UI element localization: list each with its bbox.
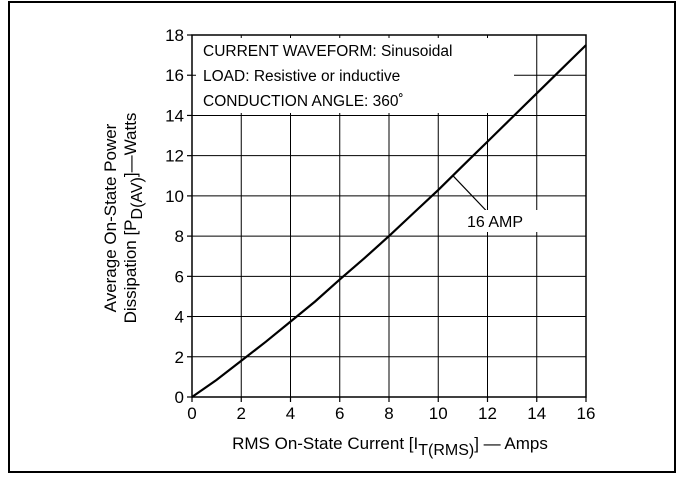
y-axis-label-line1: Average On-State Power [101,123,120,312]
y-axis-label-line2: Dissipation [PD(AV)]—Watts [121,113,146,324]
y-tick-label: 0 [175,388,184,407]
series-line [191,44,587,398]
plot-area-border [191,34,587,398]
series-label: 16 AMP [467,214,523,231]
y-axis-label: Average On-State Power Dissipation [PD(A… [101,113,146,324]
series-label-leader [452,175,488,213]
y-tick-label: 10 [165,187,184,206]
y-tick-labels: 0 2 4 6 8 10 12 14 16 18 [165,26,184,407]
x-tick-label: 6 [335,404,344,423]
y-tick-label: 16 [165,66,184,85]
series-label-bg [464,210,544,232]
x-tick-label: 14 [527,404,546,423]
y-tick-label: 14 [165,106,184,125]
annotation-box: CURRENT WAVEFORM: Sinusoidal LOAD: Resis… [196,38,514,113]
tick-marks [187,34,587,402]
y-tick-label: 12 [165,147,184,166]
y-tick-label: 18 [165,26,184,45]
x-tick-label: 12 [478,404,497,423]
grid-lines [192,35,586,397]
x-tick-label: 8 [384,404,393,423]
annotation-waveform: CURRENT WAVEFORM: Sinusoidal [203,43,452,60]
y-tick-label: 2 [175,348,184,367]
series-group: 16 AMP [191,44,587,398]
x-tick-label: 16 [577,404,596,423]
y-tick-label: 8 [175,227,184,246]
y-tick-label: 6 [175,267,184,286]
x-tick-labels: 0 2 4 6 8 10 12 14 16 [187,404,595,423]
x-tick-label: 10 [429,404,448,423]
y-tick-label: 4 [175,308,184,327]
x-tick-label: 2 [237,404,246,423]
x-tick-label: 0 [187,404,196,423]
x-axis-label: RMS On-State Current [IT(RMS)] — Amps [232,434,548,459]
annotation-conduction-angle: CONDUCTION ANGLE: 360˚ [203,93,404,110]
x-tick-label: 4 [286,404,295,423]
annotation-load: LOAD: Resistive or inductive [203,68,400,85]
